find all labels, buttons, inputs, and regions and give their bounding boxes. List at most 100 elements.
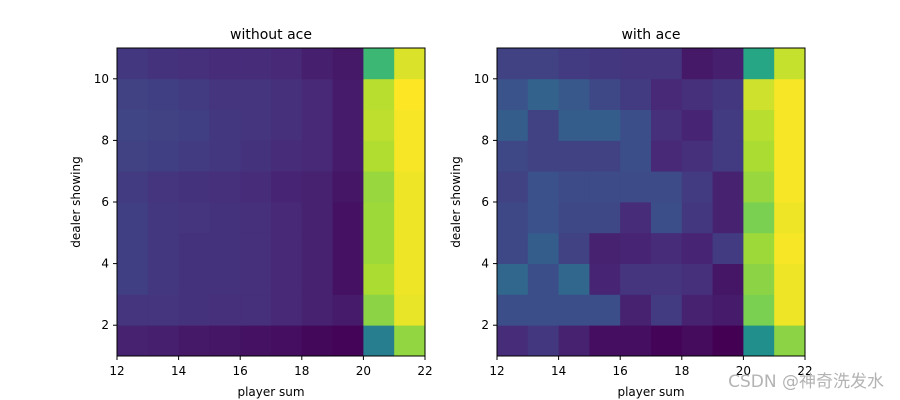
cell-p21-d8 xyxy=(394,109,426,141)
cell-p17-d4 xyxy=(651,232,683,264)
cell-p20-d5 xyxy=(363,202,395,234)
cell-p13-d7 xyxy=(527,140,559,172)
cell-p13-d6 xyxy=(527,171,559,203)
cell-p17-d3 xyxy=(271,263,303,295)
cell-p18-d9 xyxy=(301,78,333,110)
cell-p20-d10 xyxy=(743,48,775,80)
cell-p19-d8 xyxy=(332,109,364,141)
cell-p14-d10 xyxy=(558,48,590,80)
x-tick-label: 18 xyxy=(674,364,689,378)
cell-p15-d4 xyxy=(589,232,621,264)
cell-p13-d3 xyxy=(527,263,559,295)
cell-p20-d5 xyxy=(743,202,775,234)
cell-p17-d1 xyxy=(651,325,683,357)
cell-p15-d8 xyxy=(209,109,241,141)
cell-p13-d3 xyxy=(147,263,179,295)
cell-p16-d9 xyxy=(240,78,272,110)
cell-p17-d9 xyxy=(651,78,683,110)
cell-p20-d6 xyxy=(743,171,775,203)
cell-p18-d10 xyxy=(681,48,713,80)
cell-p18-d4 xyxy=(681,232,713,264)
cell-p19-d3 xyxy=(712,263,744,295)
cell-p19-d9 xyxy=(332,78,364,110)
cell-p18-d9 xyxy=(681,78,713,110)
watermark: CSDN @神奇洗发水 xyxy=(728,372,884,392)
cell-p20-d9 xyxy=(743,78,775,110)
x-tick-label: 16 xyxy=(233,364,248,378)
cell-p12-d9 xyxy=(497,78,529,110)
cell-p14-d2 xyxy=(558,294,590,326)
y-tick-label: 2 xyxy=(101,318,109,332)
cell-p12-d3 xyxy=(497,263,529,295)
cell-p20-d8 xyxy=(363,109,395,141)
cell-p15-d9 xyxy=(589,78,621,110)
y-axis-label: dealer showing xyxy=(69,156,83,247)
cell-p19-d2 xyxy=(332,294,364,326)
cell-p21-d6 xyxy=(394,171,426,203)
cell-p17-d8 xyxy=(271,109,303,141)
cell-p17-d10 xyxy=(271,48,303,80)
cell-p12-d10 xyxy=(117,48,149,80)
cell-p16-d5 xyxy=(620,202,652,234)
cell-p12-d7 xyxy=(497,140,529,172)
cell-p19-d3 xyxy=(332,263,364,295)
y-tick-label: 4 xyxy=(481,257,489,271)
cell-p18-d7 xyxy=(301,140,333,172)
chart-title: with ace xyxy=(621,27,680,43)
cell-p21-d10 xyxy=(394,48,426,80)
cell-p13-d5 xyxy=(147,202,179,234)
cell-p17-d2 xyxy=(651,294,683,326)
cell-p14-d9 xyxy=(178,78,210,110)
cell-p14-d4 xyxy=(558,232,590,264)
cell-p20-d10 xyxy=(363,48,395,80)
cell-p19-d6 xyxy=(712,171,744,203)
cell-p18-d6 xyxy=(301,171,333,203)
cell-p13-d2 xyxy=(527,294,559,326)
cell-p13-d1 xyxy=(527,325,559,357)
cell-p16-d6 xyxy=(620,171,652,203)
cell-p16-d8 xyxy=(620,109,652,141)
cell-p21-d7 xyxy=(774,140,806,172)
cell-p16-d5 xyxy=(240,202,272,234)
cell-p12-d5 xyxy=(497,202,529,234)
cell-p19-d9 xyxy=(712,78,744,110)
cell-p14-d8 xyxy=(558,109,590,141)
cell-p15-d10 xyxy=(589,48,621,80)
cell-p17-d2 xyxy=(271,294,303,326)
cell-p15-d5 xyxy=(589,202,621,234)
cell-p15-d2 xyxy=(209,294,241,326)
cell-p21-d3 xyxy=(774,263,806,295)
cell-p16-d4 xyxy=(620,232,652,264)
x-axis-label: player sum xyxy=(237,385,304,399)
cell-p16-d4 xyxy=(240,232,272,264)
cell-p16-d10 xyxy=(240,48,272,80)
chart-title: without ace xyxy=(230,27,312,43)
cell-p15-d1 xyxy=(209,325,241,357)
cell-p19-d2 xyxy=(712,294,744,326)
cell-p13-d10 xyxy=(147,48,179,80)
cell-p12-d7 xyxy=(117,140,149,172)
x-tick-label: 12 xyxy=(109,364,124,378)
cell-p14-d7 xyxy=(178,140,210,172)
cell-p21-d6 xyxy=(774,171,806,203)
cell-p16-d1 xyxy=(620,325,652,357)
cell-p18-d2 xyxy=(681,294,713,326)
cell-p19-d5 xyxy=(712,202,744,234)
cell-p16-d10 xyxy=(620,48,652,80)
cell-p20-d8 xyxy=(743,109,775,141)
cell-p19-d7 xyxy=(332,140,364,172)
cell-p15-d4 xyxy=(209,232,241,264)
cell-p13-d8 xyxy=(527,109,559,141)
cell-p13-d7 xyxy=(147,140,179,172)
cell-p19-d4 xyxy=(712,232,744,264)
cell-p17-d6 xyxy=(271,171,303,203)
cell-p16-d7 xyxy=(240,140,272,172)
cell-p17-d4 xyxy=(271,232,303,264)
cell-p16-d7 xyxy=(620,140,652,172)
cell-p19-d4 xyxy=(332,232,364,264)
cell-p13-d1 xyxy=(147,325,179,357)
cell-p18-d3 xyxy=(681,263,713,295)
cell-p15-d7 xyxy=(589,140,621,172)
cell-p12-d4 xyxy=(497,232,529,264)
